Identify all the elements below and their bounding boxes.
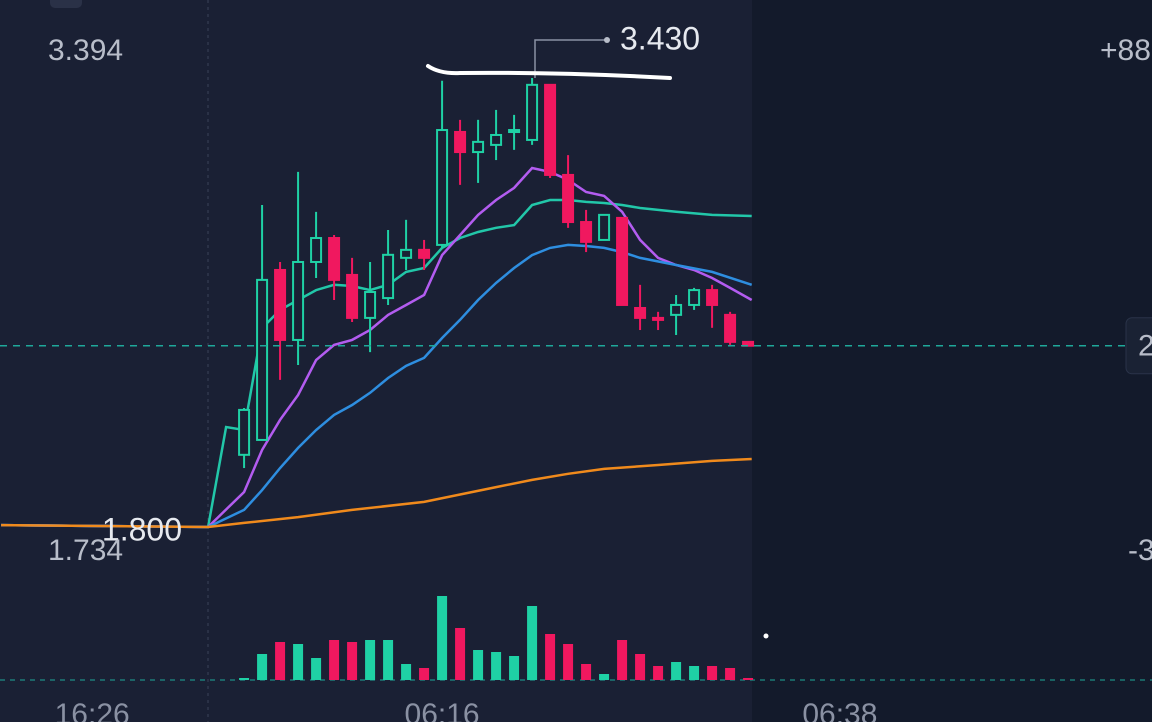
volume-bar (347, 642, 358, 680)
ma-line (1, 457, 752, 529)
volume-bar (653, 666, 664, 680)
max-dot (604, 37, 610, 43)
volume-bar (365, 640, 376, 680)
volume-layer (239, 596, 754, 680)
candle-body (490, 133, 503, 146)
candle-body (346, 273, 359, 319)
candle-body (310, 237, 323, 263)
candle-body (418, 248, 431, 259)
future-background (752, 0, 1152, 722)
candle-body (706, 289, 719, 306)
candle-body (724, 313, 737, 343)
candle-body (634, 306, 647, 319)
volume-bar (509, 656, 520, 680)
last-price-label: 2 (1138, 330, 1152, 363)
min-label: 1.800 (102, 511, 182, 547)
volume-bar (725, 668, 736, 680)
dot (763, 633, 769, 639)
candle-body (526, 83, 539, 141)
candle-layer (238, 77, 755, 469)
volume-bar (599, 674, 610, 680)
volume-bar (689, 666, 700, 680)
volume-bar (545, 634, 556, 680)
candle-body (616, 216, 629, 306)
annotation-layer: 2 3.430 1.800 (0, 20, 1152, 547)
right-label: +88 (1100, 34, 1151, 67)
right-label: -3 (1128, 534, 1152, 567)
candle-body (688, 289, 701, 306)
volume-bar (257, 654, 268, 680)
volume-bar (329, 640, 340, 680)
candle-body (580, 221, 593, 243)
candle-body (742, 340, 755, 347)
volume-bar (527, 606, 538, 680)
candle-body (436, 129, 449, 246)
candle-body (256, 278, 269, 441)
price-label: 1.734 (48, 534, 123, 567)
volume-bar (671, 662, 682, 680)
ma-line (1, 166, 753, 529)
price-label: 3.394 (48, 34, 123, 67)
candle-body (670, 303, 683, 316)
volume-bar (455, 628, 466, 680)
volume-bar (635, 654, 646, 680)
candle-body (562, 173, 575, 224)
volume-bar (401, 664, 412, 680)
volume-bar (473, 650, 484, 680)
candle-body (598, 213, 611, 241)
volume-bar (437, 596, 448, 680)
ma-layer (1, 166, 753, 529)
x-tick-label: 06:38 (802, 698, 877, 722)
volume-bar (707, 666, 718, 680)
candle-body (238, 408, 251, 456)
candle-body (274, 268, 287, 341)
candle-body (328, 237, 341, 281)
plot-background (0, 0, 752, 722)
ma-line (1, 243, 753, 529)
candle-body (652, 316, 665, 321)
candle-body (292, 260, 305, 341)
volume-bar (491, 652, 502, 680)
x-tick-label: 16:26 (55, 698, 130, 722)
volume-bar (419, 668, 430, 680)
volume-bar (743, 678, 754, 680)
last-price-tag (1125, 317, 1152, 375)
max-leader (534, 39, 605, 78)
candle-body (544, 83, 557, 176)
volume-bar (239, 678, 250, 680)
volume-bar (275, 642, 286, 680)
candle-body (364, 291, 377, 319)
candle-body (454, 130, 467, 154)
candle-body (472, 140, 485, 154)
candle-body (400, 248, 413, 259)
volume-bar (617, 640, 628, 680)
x-tick-label: 06:16 (405, 698, 480, 722)
volume-bar (311, 658, 322, 680)
volume-bar (581, 664, 592, 680)
max-label: 3.430 (620, 20, 700, 56)
volume-bar (293, 644, 304, 680)
top-button[interactable] (50, 0, 82, 8)
hand-drawn-stroke (426, 64, 672, 80)
volume-bar (563, 644, 574, 680)
volume-bar (383, 640, 394, 680)
candle-body (382, 253, 395, 300)
candle-body (508, 129, 521, 134)
